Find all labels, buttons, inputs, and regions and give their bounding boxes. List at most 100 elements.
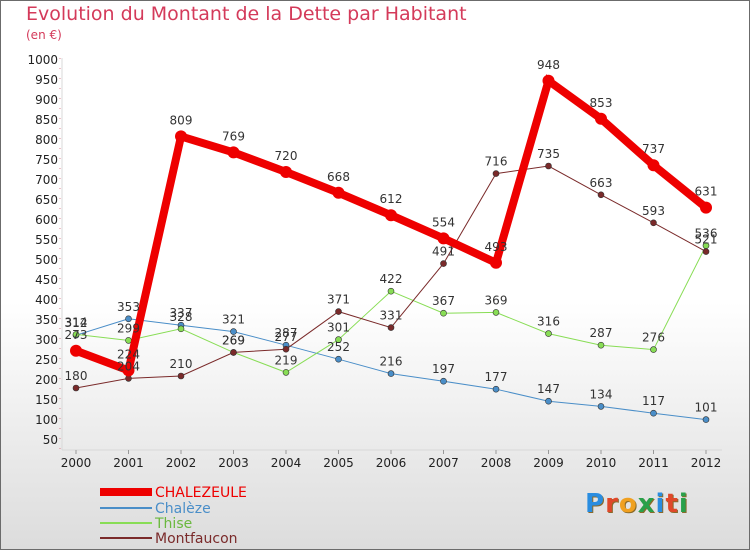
data-point bbox=[230, 349, 237, 356]
y-tick-label: 100 bbox=[35, 413, 58, 427]
data-label: 312 bbox=[65, 316, 88, 330]
data-point bbox=[595, 112, 607, 125]
data-label: 493 bbox=[485, 240, 508, 254]
data-label: 219 bbox=[275, 353, 298, 367]
data-point bbox=[335, 355, 342, 363]
data-point bbox=[332, 186, 345, 199]
data-label: 101 bbox=[695, 401, 718, 415]
data-label: 369 bbox=[485, 293, 508, 307]
x-tick-label: 2007 bbox=[428, 456, 459, 470]
data-point bbox=[387, 370, 395, 377]
y-tick-label: 950 bbox=[35, 73, 58, 87]
data-label: 210 bbox=[170, 357, 193, 371]
data-point bbox=[175, 130, 187, 143]
data-point bbox=[650, 346, 657, 353]
x-tick-label: 2010 bbox=[586, 456, 617, 470]
y-tick-label: 900 bbox=[35, 93, 58, 107]
data-label: 331 bbox=[380, 309, 403, 323]
data-point bbox=[650, 219, 657, 227]
data-point bbox=[597, 341, 605, 349]
data-label: 631 bbox=[695, 185, 718, 199]
y-tick-label: 300 bbox=[35, 333, 58, 347]
x-tick-label: 2008 bbox=[481, 456, 512, 470]
data-point bbox=[335, 308, 342, 315]
data-point bbox=[542, 74, 555, 87]
data-point bbox=[70, 344, 82, 357]
data-point bbox=[650, 409, 657, 417]
x-tick-label: 2011 bbox=[638, 456, 669, 470]
data-point bbox=[335, 336, 342, 343]
legend-label: Montfaucon bbox=[155, 531, 238, 547]
x-tick-label: 2001 bbox=[113, 456, 144, 470]
y-tick-label: 500 bbox=[35, 253, 58, 267]
data-label: 521 bbox=[695, 233, 718, 247]
data-point bbox=[597, 191, 605, 199]
legend-label: Thise bbox=[154, 516, 192, 532]
x-tick-label: 2005 bbox=[323, 456, 354, 470]
y-tick-label: 550 bbox=[35, 233, 58, 247]
data-label: 491 bbox=[432, 245, 455, 259]
data-point bbox=[490, 256, 502, 269]
data-label: 737 bbox=[642, 142, 665, 156]
data-point bbox=[72, 331, 80, 338]
y-tick-label: 150 bbox=[35, 393, 58, 407]
data-point bbox=[72, 384, 80, 392]
data-label: 367 bbox=[432, 294, 455, 308]
data-label: 204 bbox=[117, 359, 140, 373]
y-tick-label: 750 bbox=[35, 153, 58, 167]
data-label: 809 bbox=[170, 113, 193, 127]
y-tick-label: 250 bbox=[35, 353, 58, 367]
logo-letter: i bbox=[678, 489, 689, 519]
data-label: 663 bbox=[590, 176, 613, 190]
x-tick-label: 2002 bbox=[166, 456, 197, 470]
chart-subtitle: (en €) bbox=[26, 28, 62, 42]
data-point bbox=[545, 330, 552, 337]
y-tick-label: 650 bbox=[35, 193, 58, 207]
data-point bbox=[545, 397, 552, 405]
data-label: 716 bbox=[485, 155, 508, 169]
data-label: 180 bbox=[65, 369, 88, 383]
data-label: 371 bbox=[327, 293, 350, 307]
data-label: 287 bbox=[275, 326, 298, 340]
data-point bbox=[387, 324, 395, 331]
data-point bbox=[647, 159, 660, 172]
data-label: 769 bbox=[222, 129, 245, 143]
data-label: 337 bbox=[170, 306, 193, 320]
x-tick-label: 2003 bbox=[218, 456, 249, 470]
data-label: 117 bbox=[642, 394, 665, 408]
data-point bbox=[282, 369, 290, 376]
y-tick-label: 800 bbox=[35, 133, 58, 147]
data-point bbox=[700, 201, 712, 214]
data-point bbox=[282, 345, 290, 353]
y-tick-label: 50 bbox=[43, 433, 58, 447]
data-label: 269 bbox=[222, 333, 245, 347]
legend-label: CHALEZEULE bbox=[155, 485, 247, 501]
data-label: 593 bbox=[642, 204, 665, 218]
data-label: 269 bbox=[222, 333, 245, 347]
data-point bbox=[230, 328, 237, 335]
data-label: 853 bbox=[590, 96, 613, 110]
logo-letter: t bbox=[665, 489, 679, 519]
data-point bbox=[492, 309, 500, 316]
data-point bbox=[492, 170, 500, 177]
data-point bbox=[437, 232, 450, 245]
data-point bbox=[440, 309, 447, 317]
data-point bbox=[177, 325, 185, 333]
y-tick-label: 400 bbox=[35, 293, 58, 307]
logo-letter: P bbox=[585, 489, 606, 519]
data-label: 197 bbox=[432, 362, 455, 376]
data-label: 353 bbox=[117, 300, 140, 314]
data-label: 328 bbox=[170, 310, 193, 324]
data-label: 287 bbox=[590, 326, 613, 340]
data-point bbox=[440, 260, 447, 267]
y-tick-label: 1000 bbox=[27, 53, 58, 67]
data-label: 252 bbox=[327, 340, 350, 354]
data-label: 321 bbox=[222, 313, 245, 327]
data-point bbox=[122, 364, 135, 377]
data-point bbox=[125, 337, 132, 344]
data-point bbox=[227, 146, 240, 159]
data-label: 554 bbox=[432, 215, 455, 229]
data-point bbox=[387, 287, 395, 295]
